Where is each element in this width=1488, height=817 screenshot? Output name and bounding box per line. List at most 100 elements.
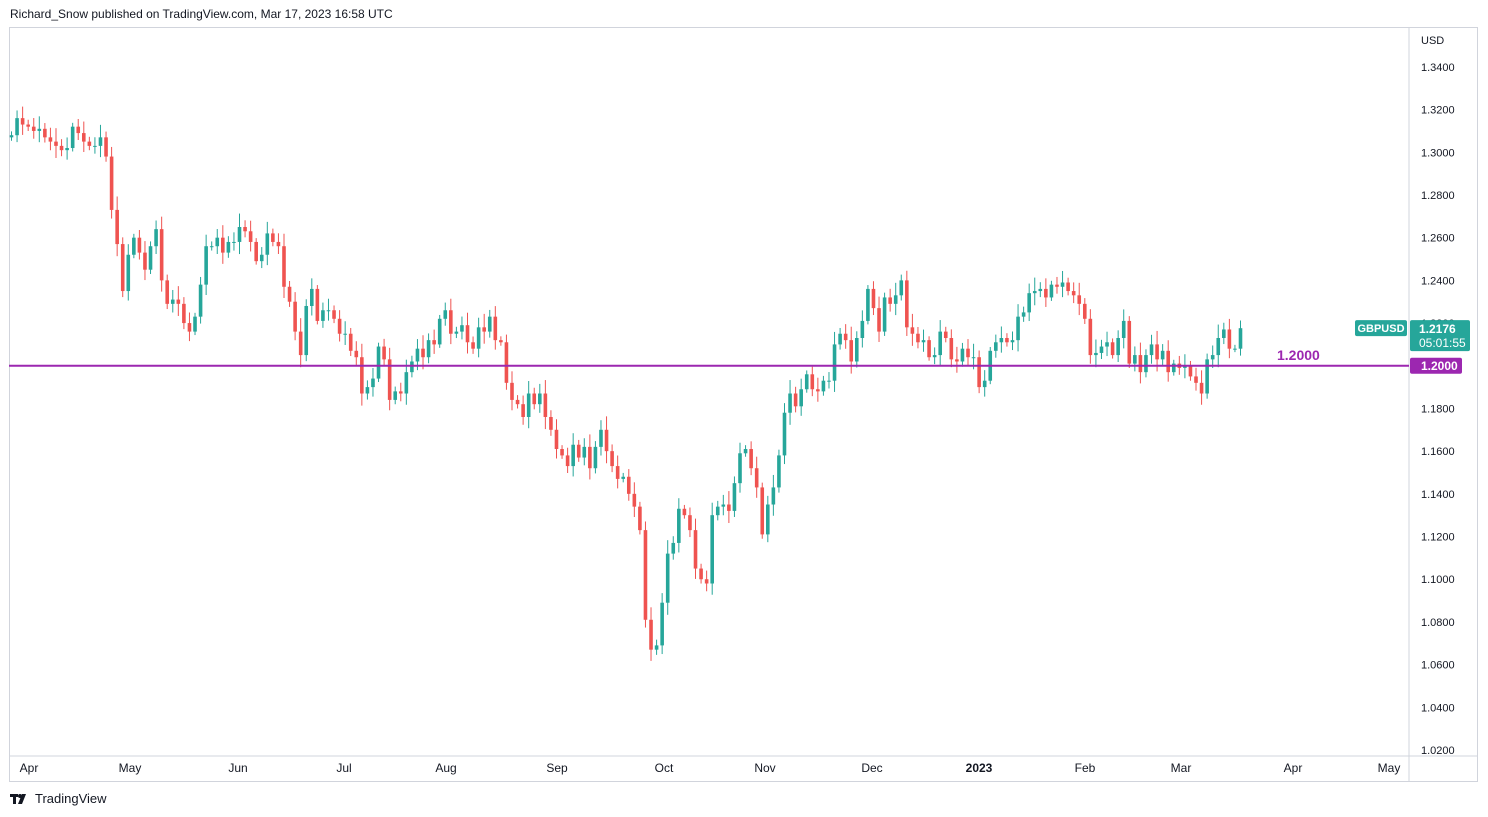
tradingview-logo-icon (10, 793, 26, 804)
candle-body (554, 429, 559, 450)
x-tick-label: May (119, 761, 142, 775)
candle-body (1105, 342, 1109, 347)
candle-body (354, 350, 359, 358)
candle-body (1066, 282, 1070, 292)
candle-body (493, 316, 498, 341)
candle-body (838, 333, 842, 345)
candle-body (860, 320, 865, 339)
candle-body (471, 342, 475, 349)
candle-body (715, 506, 720, 516)
footer-brand[interactable]: TradingView (10, 791, 107, 806)
price-axis[interactable]: 1.34001.32001.30001.28001.26001.24001.22… (1421, 62, 1455, 757)
candle-body (832, 344, 837, 381)
candle-body (54, 141, 58, 146)
candle-body (126, 254, 131, 292)
candle-body (799, 389, 803, 407)
candle-body (293, 301, 297, 332)
candle-body (916, 333, 920, 343)
candle-body (43, 128, 47, 138)
candle-body (443, 310, 448, 319)
candle-body (543, 393, 548, 417)
y-tick-label: 1.2800 (1421, 190, 1455, 202)
x-tick-label: Mar (1171, 761, 1192, 775)
candle-body (866, 288, 870, 321)
candles-layer (9, 106, 1243, 661)
candle-body (1144, 355, 1148, 373)
candle-body (821, 380, 826, 392)
candle-body (1110, 342, 1115, 356)
countdown-label: 05:01:55 (1419, 336, 1466, 350)
candle-body (649, 619, 653, 650)
candle-body (93, 145, 97, 147)
candle-body (882, 297, 887, 332)
candle-body (510, 382, 514, 400)
candle-body (938, 331, 943, 356)
level-layer[interactable]: 1.2000 1.2000 (9, 347, 1462, 374)
candle-body (888, 297, 892, 304)
y-tick-label: 1.3200 (1421, 105, 1455, 117)
candle-body (115, 209, 119, 245)
candle-body (760, 487, 765, 535)
candle-body (849, 340, 854, 362)
x-tick-label: Jul (336, 761, 351, 775)
candle-body (749, 449, 753, 469)
candle-body (1149, 344, 1154, 356)
y-tick-label: 1.1200 (1421, 532, 1455, 544)
candle-body (9, 135, 14, 138)
candle-body (532, 393, 537, 405)
y-tick-label: 1.0800 (1421, 617, 1455, 629)
candle-body (259, 254, 264, 262)
y-tick-label: 1.2400 (1421, 275, 1455, 287)
level-axis-label: 1.2000 (1421, 359, 1458, 373)
candle-body (1027, 293, 1031, 313)
candle-body (460, 325, 464, 332)
candle-body (643, 530, 648, 620)
candle-body (1116, 338, 1120, 356)
candle-body (398, 391, 403, 394)
y-tick-label: 1.0200 (1421, 745, 1455, 757)
publisher-header: Richard_Snow published on TradingView.co… (10, 7, 393, 21)
candle-body (1099, 346, 1104, 353)
candle-body (1138, 355, 1143, 373)
candle-body (137, 237, 142, 253)
candle-body (81, 133, 86, 142)
candle-body (437, 318, 442, 345)
candle-body (332, 310, 336, 319)
candle-body (287, 286, 292, 302)
candle-body (321, 310, 325, 321)
candle-body (37, 128, 42, 131)
candle-body (1038, 288, 1043, 292)
candle-body (571, 444, 575, 467)
candle-body (810, 374, 815, 390)
candle-body (1060, 282, 1065, 287)
candle-body (1155, 344, 1159, 360)
candle-body (48, 137, 53, 142)
candle-body (226, 241, 231, 253)
candle-body (943, 331, 948, 339)
candle-body (854, 338, 859, 362)
candle-body (966, 348, 970, 358)
candle-body (209, 246, 214, 248)
candle-body (593, 446, 598, 469)
symbol-label: GBPUSD (1357, 323, 1404, 335)
x-tick-label: May (1378, 761, 1401, 775)
candle-body (693, 530, 698, 569)
candle-body (376, 346, 381, 379)
candle-body (1121, 320, 1126, 339)
x-tick-label: Jun (228, 761, 247, 775)
candle-body (426, 340, 431, 358)
candle-body (1133, 355, 1137, 364)
candle-body (132, 237, 136, 255)
candle-body (588, 446, 592, 469)
candle-body (816, 389, 820, 392)
candle-body (237, 227, 242, 242)
candle-body (1010, 340, 1015, 343)
candle-body (1071, 291, 1076, 296)
candle-body (721, 504, 726, 507)
time-axis[interactable]: Apr May Jun Jul Aug Sep Oct Nov Dec 2023 Feb Mar Apr… (20, 761, 1401, 775)
candle-body (671, 542, 676, 554)
candle-body (521, 404, 525, 417)
footer-brand-label: TradingView (35, 791, 107, 806)
chart-frame (9, 27, 1478, 782)
